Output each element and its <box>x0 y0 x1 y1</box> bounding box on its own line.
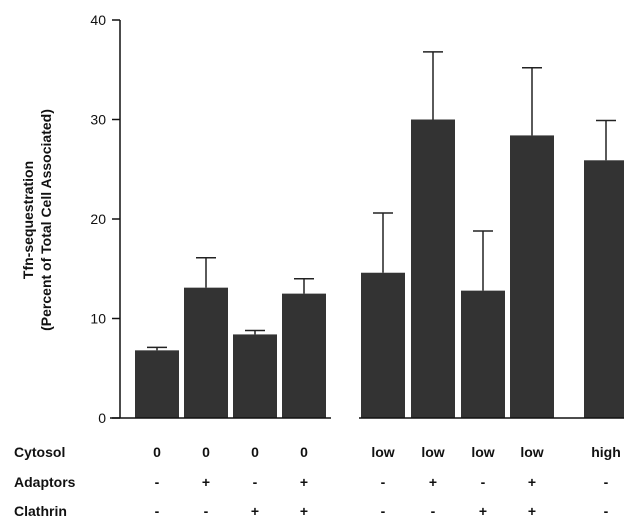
cell-adaptors-7: - <box>481 474 486 490</box>
y-tick-label-20: 20 <box>90 211 106 227</box>
row-label-cytosol: Cytosol <box>14 444 65 460</box>
cell-cytosol-2: 0 <box>202 444 210 460</box>
axes-group: 0 10 20 30 40 <box>90 12 624 426</box>
cell-adaptors-5: - <box>381 474 386 490</box>
cell-cytosol-8: low <box>520 444 543 460</box>
cell-adaptors-1: - <box>155 474 160 490</box>
cell-clathrin-6: - <box>431 503 436 517</box>
cell-clathrin-5: - <box>381 503 386 517</box>
bar-2 <box>184 287 228 418</box>
cell-cytosol-4: 0 <box>300 444 308 460</box>
cell-adaptors-4: + <box>300 474 308 490</box>
bar-7 <box>461 290 505 418</box>
y-tick-label-0: 0 <box>98 410 106 426</box>
y-tick-label-10: 10 <box>90 311 106 327</box>
cell-clathrin-3: + <box>251 503 259 517</box>
cell-cytosol-3: 0 <box>251 444 259 460</box>
cell-clathrin-2: - <box>204 503 209 517</box>
cell-adaptors-2: + <box>202 474 210 490</box>
cell-adaptors-6: + <box>429 474 437 490</box>
cell-cytosol-1: 0 <box>153 444 161 460</box>
cell-adaptors-9: - <box>604 474 609 490</box>
cell-adaptors-3: - <box>253 474 258 490</box>
y-tick-label-40: 40 <box>90 12 106 28</box>
condition-table: Cytosol 0 0 0 0 low low low low high Adaptors - + - + -… <box>14 444 621 517</box>
y-axis-title: Tfn-sequestration (Percent of Total Cell… <box>20 109 54 331</box>
cell-cytosol-9: high <box>591 444 621 460</box>
bar-5 <box>361 272 405 418</box>
cell-cytosol-5: low <box>371 444 394 460</box>
bar-1 <box>135 350 179 418</box>
cell-clathrin-4: + <box>300 503 308 517</box>
y-axis-title-line1: Tfn-sequestration <box>20 161 36 279</box>
cell-clathrin-8: + <box>528 503 536 517</box>
cell-clathrin-9: - <box>604 503 609 517</box>
row-label-adaptors: Adaptors <box>14 474 76 490</box>
cell-adaptors-8: + <box>528 474 536 490</box>
cell-clathrin-7: + <box>479 503 487 517</box>
bar-4 <box>282 293 326 418</box>
y-tick-label-30: 30 <box>90 112 106 128</box>
bar-3 <box>233 334 277 418</box>
bars-group <box>135 51 624 419</box>
cell-cytosol-6: low <box>421 444 444 460</box>
bar-6 <box>411 119 455 418</box>
bar-8 <box>510 135 554 419</box>
y-axis-title-line2: (Percent of Total Cell Associated) <box>38 109 54 331</box>
row-label-clathrin: Clathrin <box>14 503 67 517</box>
cell-cytosol-7: low <box>471 444 494 460</box>
bar-9 <box>584 160 624 419</box>
cell-clathrin-1: - <box>155 503 160 517</box>
